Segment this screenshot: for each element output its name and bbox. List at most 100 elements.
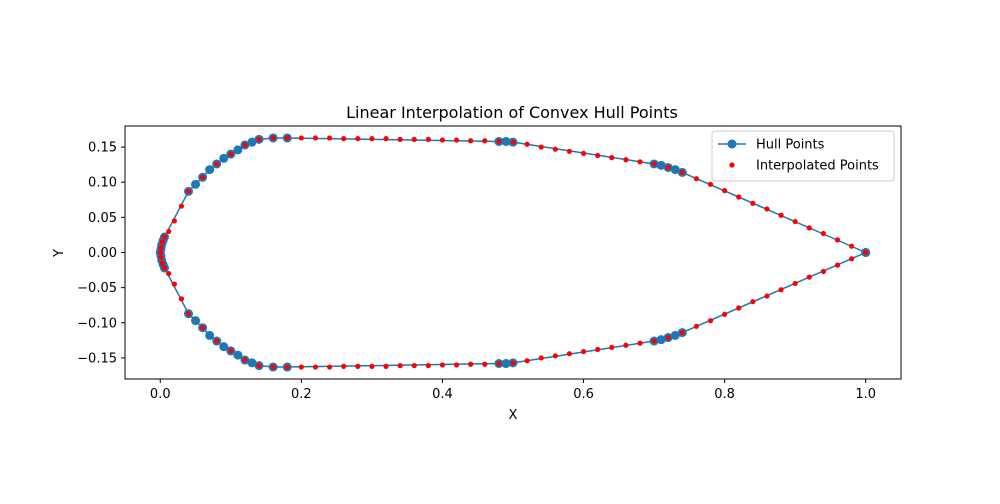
hull-point [205,165,215,175]
interpolated-point [411,363,417,369]
interpolated-point [849,243,855,249]
interpolated-point [161,234,168,240]
interpolated-point [270,364,276,370]
x-axis: 0.0 0.2 0.4 0.6 0.8 1.0 [150,379,876,402]
interpolated-point [806,274,812,280]
interpolated-point [764,206,770,212]
y-tick-label: 0.05 [88,211,117,226]
interpolated-point [595,152,601,159]
legend-marker [729,162,735,168]
interpolated-point [171,281,177,287]
interpolated-point [341,136,347,142]
interpolated-point [510,139,516,145]
x-tick-label: 0.0 [150,387,171,402]
interpolated-point [171,218,177,224]
interpolated-point [298,364,304,370]
interpolated-point [524,141,530,147]
hull-point [247,358,257,368]
interpolated-point [580,348,587,355]
interpolated-point [609,344,615,350]
interpolated-point [185,311,192,317]
interpolated-point [510,360,516,366]
interpolated-point [679,169,685,175]
interpolated-point [651,338,657,344]
legend-label: Interpolated Points [756,159,879,174]
interpolated-point [566,148,573,154]
hull-point [656,335,666,345]
interpolated-point [158,244,164,251]
y-tick-label: 0.00 [88,246,117,261]
interpolated-point [242,357,248,363]
hull-point [656,160,666,170]
interpolated-point [552,146,558,152]
x-tick-label: 0.6 [573,387,594,402]
x-tick-label: 0.2 [291,387,312,402]
hull-point [191,179,201,189]
interpolated-point [736,194,742,200]
interpolated-point [355,136,361,142]
legend: Hull Points Interpolated Points [711,130,895,182]
interpolated-point [200,325,206,331]
legend-marker [727,139,737,149]
y-tick-label: 0.10 [88,176,117,191]
interpolated-point [595,346,601,353]
interpolated-point [228,348,234,354]
interpolated-point [707,181,714,187]
interpolated-point [369,136,375,142]
interpolated-point [157,249,163,256]
hull-point [233,145,243,155]
interpolated-point [411,136,417,142]
interpolated-point [651,161,657,167]
x-tick-label: 0.8 [714,387,735,402]
y-tick-label: 0.15 [88,141,117,156]
interpolated-point [693,176,700,182]
interpolated-point [468,361,474,367]
interpolated-point [312,364,319,370]
interpolated-point [425,363,431,369]
interpolated-point [185,188,192,194]
interpolated-point [482,138,488,144]
hull-point [670,330,680,340]
chart-title: Linear Interpolation of Convex Hull Poin… [346,103,678,122]
interpolated-point [161,265,168,271]
interpolated-point [609,155,615,161]
interpolated-point [496,138,502,145]
interpolated-point [312,135,319,141]
interpolated-point [214,161,220,167]
interpolated-point [820,268,827,275]
interpolated-point [397,363,403,369]
interpolated-point [284,364,290,370]
x-tick-label: 1.0 [855,387,876,402]
x-axis-label: X [509,408,518,423]
hull-point [233,350,243,360]
plot-area [155,133,871,372]
interpolated-point [693,323,700,329]
interpolated-point [178,203,185,209]
interpolated-point [834,237,841,243]
interpolated-point [397,136,403,142]
legend-box [711,130,895,182]
interpolated-point [764,293,770,299]
interpolated-point [623,342,629,348]
interpolated-point [750,200,756,206]
interpolated-point [178,296,185,302]
interpolated-point [566,351,573,357]
interpolated-point [166,270,172,277]
interpolated-point [623,157,629,163]
interpolated-point [665,334,671,341]
interpolated-point [849,256,855,262]
y-axis: −0.15 −0.10 −0.05 0.00 0.05 0.10 0.15 [77,141,125,366]
legend-label: Hull Points [756,138,825,153]
hull-point [219,153,229,163]
interpolated-point [166,228,172,235]
interpolated-point [637,340,643,346]
hull-point [247,137,257,147]
interpolated-point [552,353,558,359]
interpolated-point [214,338,220,344]
interpolated-point [538,144,544,150]
hull-point [219,342,229,352]
interpolated-point [341,363,347,369]
interpolated-point [524,358,530,364]
interpolated-point [284,135,290,141]
